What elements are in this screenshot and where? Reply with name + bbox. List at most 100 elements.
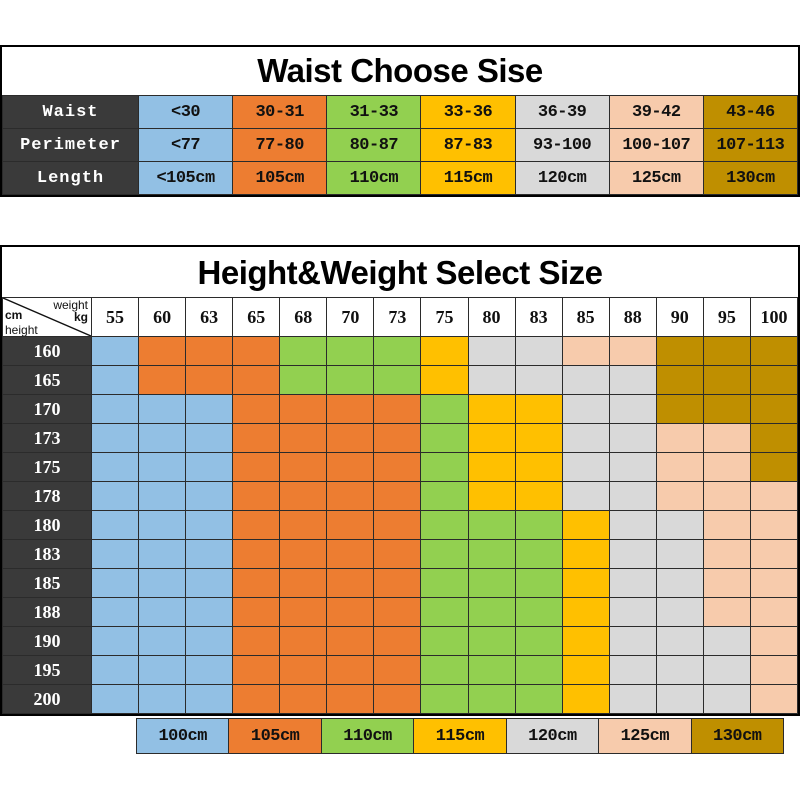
- size-matrix-cell: [232, 423, 281, 453]
- size-matrix-cell: [138, 365, 187, 395]
- height-weight-header-row: weight kg cm height 55 60 63 65 68 70 73 75 80 83 85 88…: [2, 297, 799, 337]
- waist-row-label: Length: [2, 161, 139, 195]
- size-matrix-cell: [373, 365, 422, 395]
- weight-column-header: 70: [326, 297, 375, 337]
- size-matrix-cell: [561, 394, 610, 424]
- size-matrix-cell: [90, 597, 140, 627]
- height-weight-row: 200: [2, 684, 799, 714]
- waist-table-row: Waist <30 30-31 31-33 33-36 36-39 39-42 43-46: [2, 95, 799, 129]
- waist-size-table-block: Waist Choose Sise Waist <30 30-31 31-33 33-3…: [0, 45, 800, 197]
- size-matrix-cell: [138, 423, 187, 453]
- size-matrix-cell: [279, 655, 328, 685]
- size-matrix-cell: [138, 481, 187, 511]
- size-matrix-cell: [561, 568, 610, 598]
- size-matrix-cell: [514, 365, 563, 395]
- size-matrix-cell: [749, 423, 799, 453]
- axis-corner-cell: weight kg cm height: [2, 297, 92, 337]
- size-matrix-cell: [185, 626, 234, 656]
- size-matrix-cell: [138, 597, 187, 627]
- waist-cell: 87-83: [420, 128, 516, 162]
- height-row-label: 188: [2, 597, 92, 627]
- size-matrix-cell: [138, 452, 187, 482]
- waist-cell: 80-87: [326, 128, 422, 162]
- size-matrix-cell: [702, 684, 751, 714]
- size-matrix-cell: [749, 510, 799, 540]
- height-weight-table-title: Height&Weight Select Size: [2, 247, 798, 297]
- size-matrix-cell: [138, 655, 187, 685]
- size-matrix-cell: [185, 336, 234, 366]
- height-row-label: 183: [2, 539, 92, 569]
- size-matrix-cell: [138, 336, 187, 366]
- height-row-label: 178: [2, 481, 92, 511]
- height-weight-table: weight kg cm height 55 60 63 65 68 70 73 75 80 83 85 88…: [2, 297, 799, 714]
- height-weight-row: 185: [2, 568, 799, 598]
- waist-cell: 93-100: [514, 128, 610, 162]
- size-matrix-cell: [420, 423, 469, 453]
- size-matrix-cell: [608, 684, 657, 714]
- size-matrix-cell: [514, 394, 563, 424]
- waist-cell: 43-46: [702, 95, 799, 129]
- size-matrix-cell: [326, 365, 375, 395]
- size-matrix-cell: [232, 394, 281, 424]
- legend-item: 105cm: [228, 718, 322, 754]
- height-weight-row: 180: [2, 510, 799, 540]
- weight-column-header: 95: [702, 297, 751, 337]
- size-matrix-cell: [514, 510, 563, 540]
- weight-column-header: 73: [373, 297, 422, 337]
- size-matrix-cell: [467, 481, 516, 511]
- axis-label-kg: kg: [73, 310, 88, 324]
- size-matrix-cell: [467, 684, 516, 714]
- size-matrix-cell: [561, 452, 610, 482]
- size-matrix-cell: [90, 423, 140, 453]
- size-matrix-cell: [608, 539, 657, 569]
- size-matrix-cell: [279, 481, 328, 511]
- height-row-label: 200: [2, 684, 92, 714]
- size-matrix-cell: [702, 568, 751, 598]
- height-weight-table-block: Height&Weight Select Size weight kg cm heig…: [0, 245, 800, 716]
- size-matrix-cell: [138, 626, 187, 656]
- size-matrix-cell: [749, 394, 799, 424]
- legend-item: 115cm: [413, 718, 507, 754]
- size-matrix-cell: [420, 481, 469, 511]
- size-matrix-cell: [749, 336, 799, 366]
- weight-column-header: 55: [90, 297, 140, 337]
- size-matrix-cell: [514, 626, 563, 656]
- size-matrix-cell: [279, 568, 328, 598]
- height-row-label: 160: [2, 336, 92, 366]
- size-matrix-cell: [373, 336, 422, 366]
- height-row-label: 175: [2, 452, 92, 482]
- legend-item: 125cm: [598, 718, 692, 754]
- size-matrix-cell: [279, 394, 328, 424]
- waist-table-title: Waist Choose Sise: [2, 47, 798, 95]
- size-matrix-cell: [467, 394, 516, 424]
- weight-column-header: 75: [420, 297, 469, 337]
- size-matrix-cell: [749, 626, 799, 656]
- size-matrix-cell: [90, 539, 140, 569]
- size-matrix-cell: [279, 684, 328, 714]
- size-matrix-cell: [90, 626, 140, 656]
- weight-column-header: 88: [608, 297, 657, 337]
- height-row-label: 165: [2, 365, 92, 395]
- waist-size-table: Waist <30 30-31 31-33 33-36 36-39 39-42 43-46 Pe…: [2, 95, 799, 195]
- size-matrix-cell: [373, 568, 422, 598]
- size-matrix-cell: [185, 539, 234, 569]
- waist-cell: 125cm: [608, 161, 704, 195]
- size-matrix-cell: [232, 684, 281, 714]
- size-matrix-cell: [279, 510, 328, 540]
- size-matrix-cell: [420, 568, 469, 598]
- size-matrix-cell: [90, 336, 140, 366]
- size-matrix-cell: [655, 510, 704, 540]
- height-weight-row: 178: [2, 481, 799, 511]
- size-matrix-cell: [749, 539, 799, 569]
- size-matrix-cell: [185, 365, 234, 395]
- height-row-label: 180: [2, 510, 92, 540]
- size-matrix-cell: [561, 423, 610, 453]
- size-matrix-cell: [373, 597, 422, 627]
- size-matrix-cell: [514, 452, 563, 482]
- size-matrix-cell: [608, 365, 657, 395]
- size-matrix-cell: [467, 423, 516, 453]
- size-matrix-cell: [420, 452, 469, 482]
- size-matrix-cell: [232, 568, 281, 598]
- size-matrix-cell: [185, 568, 234, 598]
- size-matrix-cell: [467, 365, 516, 395]
